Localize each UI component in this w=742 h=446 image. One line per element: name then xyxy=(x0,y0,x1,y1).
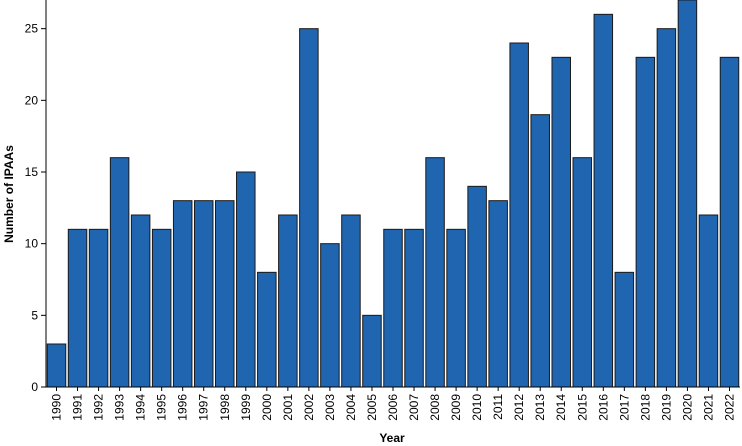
bar-2002 xyxy=(299,28,319,388)
x-tick-label-2005: 2005 xyxy=(365,394,379,421)
x-tick-label-2002: 2002 xyxy=(302,394,316,421)
bar-2021 xyxy=(698,214,719,388)
x-tick-label-1990: 1990 xyxy=(50,394,64,421)
bars-group xyxy=(46,0,740,388)
y-tick-label: 10 xyxy=(25,237,39,251)
x-tick-label-1998: 1998 xyxy=(218,394,232,421)
bar-1991 xyxy=(67,228,88,388)
bar-1995 xyxy=(151,228,172,388)
bar-2012 xyxy=(509,42,529,388)
bar-2005 xyxy=(362,314,382,388)
x-tick-label-2001: 2001 xyxy=(281,394,295,421)
bar-2011 xyxy=(488,200,508,388)
x-tick-label-1992: 1992 xyxy=(92,394,106,421)
x-tick-label-1999: 1999 xyxy=(239,394,253,421)
bar-1993 xyxy=(109,157,130,388)
bar-2003 xyxy=(320,243,340,388)
x-tick-label-2021: 2021 xyxy=(701,394,715,421)
bar-1999 xyxy=(236,171,256,388)
bar-2016 xyxy=(593,13,614,388)
bar-2017 xyxy=(614,271,635,388)
x-tick-label-2003: 2003 xyxy=(323,394,337,421)
x-tick-label-2013: 2013 xyxy=(533,394,547,421)
x-tick-label-2010: 2010 xyxy=(470,394,484,421)
bar-2018 xyxy=(635,56,656,388)
bar-2006 xyxy=(383,228,403,388)
x-tick-label-1997: 1997 xyxy=(197,394,211,421)
bar-2008 xyxy=(425,157,445,388)
y-tick-label: 20 xyxy=(25,93,39,107)
x-tick-label-1994: 1994 xyxy=(134,394,148,421)
x-tick-label-2014: 2014 xyxy=(554,394,568,421)
x-tick-label-1991: 1991 xyxy=(71,394,85,421)
y-axis-title: Number of IPAAs xyxy=(2,145,16,243)
x-tick-label-1993: 1993 xyxy=(113,394,127,421)
y-tick-label: 0 xyxy=(31,380,38,394)
x-tick-label-2004: 2004 xyxy=(344,394,358,421)
bar-2000 xyxy=(257,271,277,388)
y-axis: 0 5 10 15 20 25 xyxy=(25,0,47,394)
x-axis-title: Year xyxy=(379,431,405,445)
y-tick-label: 5 xyxy=(31,308,38,322)
x-tick-label-2016: 2016 xyxy=(596,394,610,421)
x-tick-label-1996: 1996 xyxy=(176,394,190,421)
bar-2020 xyxy=(677,0,698,388)
bar-2004 xyxy=(341,214,361,388)
x-tick-label-2019: 2019 xyxy=(659,394,673,421)
x-tick-label-2011: 2011 xyxy=(491,394,505,420)
x-tick-label-2020: 2020 xyxy=(680,394,694,421)
bar-2014 xyxy=(551,56,571,388)
x-tick-label-2022: 2022 xyxy=(722,394,736,421)
y-tick-label: 25 xyxy=(25,22,39,36)
x-tick-label-2015: 2015 xyxy=(575,394,589,421)
bar-2015 xyxy=(572,157,593,388)
x-axis: 1990 1991 1992 1993 1994 1995 1996 1997 1998 1999… xyxy=(46,386,740,421)
bar-2022 xyxy=(719,56,740,388)
x-tick-label-1995: 1995 xyxy=(155,394,169,421)
x-tick-label-2018: 2018 xyxy=(638,394,652,421)
bar-2009 xyxy=(446,228,466,388)
x-tick-label-2006: 2006 xyxy=(386,394,400,421)
x-tick-label-2007: 2007 xyxy=(407,394,421,421)
x-tick-label-2008: 2008 xyxy=(428,394,442,421)
bar-1992 xyxy=(88,228,109,388)
bar-2019 xyxy=(656,28,677,388)
bar-2007 xyxy=(404,228,424,388)
x-tick-label-2012: 2012 xyxy=(512,394,526,421)
x-tick-label-2017: 2017 xyxy=(617,394,631,421)
bar-1998 xyxy=(215,200,235,388)
bar-1994 xyxy=(130,214,151,388)
bar-2001 xyxy=(278,214,298,388)
x-tick-label-2009: 2009 xyxy=(449,394,463,421)
bar-2010 xyxy=(467,185,487,388)
x-tick-label-2000: 2000 xyxy=(260,394,274,421)
bar-1997 xyxy=(193,200,214,388)
bar-1996 xyxy=(172,200,193,388)
bar-1990 xyxy=(46,343,67,388)
y-tick-label: 15 xyxy=(25,165,39,179)
bar-2013 xyxy=(530,114,550,388)
